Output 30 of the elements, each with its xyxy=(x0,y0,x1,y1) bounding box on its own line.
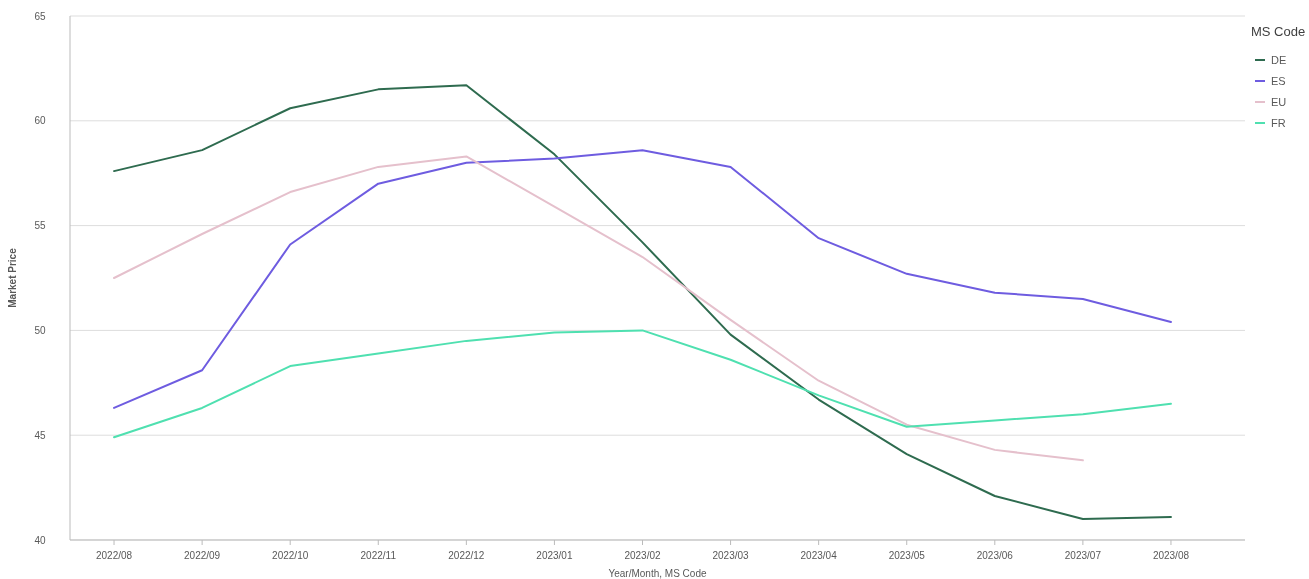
y-tick-label: 65 xyxy=(34,10,46,22)
x-tick-label: 2022/09 xyxy=(184,550,221,561)
legend-label: ES xyxy=(1271,74,1286,87)
legend-title: MS Code xyxy=(1251,24,1306,39)
x-tick-label: 2022/08 xyxy=(95,550,133,561)
line-series xyxy=(113,155,1084,462)
legend-label: EU xyxy=(1271,95,1287,108)
x-tick-label: 2022/11 xyxy=(360,550,397,561)
line-series xyxy=(113,149,1172,409)
x-axis-title: Year/Month, MS Code xyxy=(608,568,707,579)
x-tick-label: 2022/12 xyxy=(448,550,485,561)
y-tick-label: 45 xyxy=(34,429,46,441)
x-tick-label: 2023/01 xyxy=(536,550,573,561)
x-tick-label: 2023/08 xyxy=(1152,550,1190,561)
x-tick-label: 2022/10 xyxy=(272,550,309,561)
x-tick-label: 2023/05 xyxy=(888,550,926,561)
line-series xyxy=(113,329,1172,439)
x-tick-label: 2023/03 xyxy=(712,550,750,561)
legend-label: FR xyxy=(1271,116,1286,129)
x-tick-label: 2023/04 xyxy=(800,550,838,561)
y-axis-title: Market Price xyxy=(7,247,18,308)
y-tick-label: 50 xyxy=(34,324,46,336)
x-tick-label: 2023/02 xyxy=(624,550,662,561)
x-tick-label: 2023/06 xyxy=(976,550,1014,561)
y-tick-label: 60 xyxy=(34,115,46,127)
y-tick-label: 40 xyxy=(34,534,46,546)
x-tick-label: 2023/07 xyxy=(1064,550,1102,561)
legend-label: DE xyxy=(1271,53,1287,66)
y-tick-label: 55 xyxy=(34,220,46,232)
line-series xyxy=(113,84,1172,521)
